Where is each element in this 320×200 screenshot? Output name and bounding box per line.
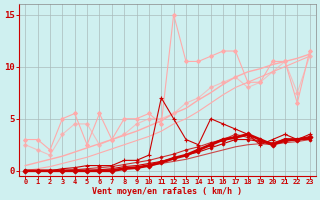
X-axis label: Vent moyen/en rafales ( km/h ): Vent moyen/en rafales ( km/h ) <box>92 187 243 196</box>
